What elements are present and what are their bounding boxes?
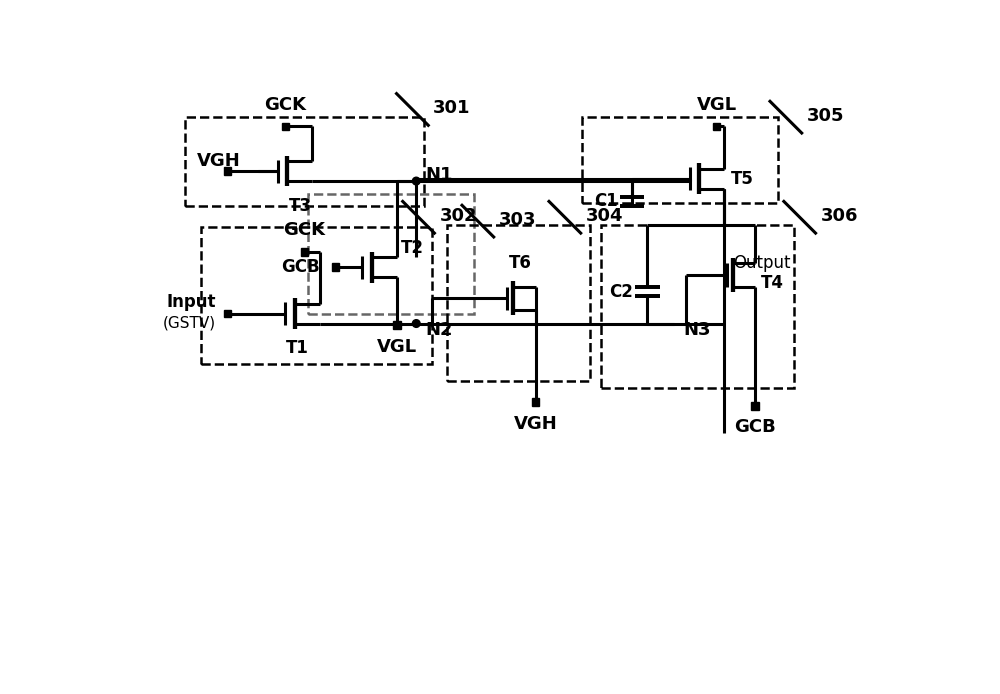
Text: T2: T2 <box>401 239 424 257</box>
Text: VGH: VGH <box>197 152 241 170</box>
Text: Input: Input <box>167 293 216 311</box>
Text: 301: 301 <box>433 99 471 117</box>
Text: 303: 303 <box>499 211 536 229</box>
Text: 306: 306 <box>820 207 858 225</box>
Text: GCB: GCB <box>281 258 320 276</box>
Bar <box>532 398 539 406</box>
Bar <box>185 117 424 205</box>
Bar <box>224 310 231 317</box>
Circle shape <box>412 320 420 328</box>
Text: C2: C2 <box>610 282 633 301</box>
Text: 305: 305 <box>807 107 844 125</box>
Bar <box>201 226 432 364</box>
Bar <box>582 117 778 203</box>
Text: VGL: VGL <box>696 96 737 114</box>
Bar <box>308 194 474 314</box>
Text: Output: Output <box>733 255 791 273</box>
Text: T5: T5 <box>730 170 753 188</box>
Text: N3: N3 <box>683 321 711 339</box>
Text: VGL: VGL <box>377 337 417 355</box>
Bar <box>601 225 794 388</box>
Text: N1: N1 <box>425 166 453 184</box>
Circle shape <box>412 177 420 185</box>
Bar <box>301 248 308 256</box>
Text: (GSTV): (GSTV) <box>163 315 216 330</box>
Text: 304: 304 <box>586 207 623 225</box>
Text: T6: T6 <box>509 255 532 273</box>
Bar <box>332 264 339 271</box>
Text: N2: N2 <box>425 321 453 339</box>
Text: GCK: GCK <box>284 221 326 239</box>
Text: GCK: GCK <box>264 96 306 114</box>
Bar <box>447 225 590 380</box>
Bar <box>713 123 720 130</box>
Text: GCB: GCB <box>734 418 776 437</box>
Bar <box>224 167 231 175</box>
Text: C1: C1 <box>594 192 618 210</box>
Bar <box>751 402 759 409</box>
Bar <box>282 123 289 130</box>
Text: 302: 302 <box>439 207 477 225</box>
Text: T4: T4 <box>761 273 784 291</box>
Bar <box>393 321 401 329</box>
Text: T3: T3 <box>289 196 312 214</box>
Text: T1: T1 <box>285 339 308 357</box>
Text: VGH: VGH <box>514 414 557 432</box>
